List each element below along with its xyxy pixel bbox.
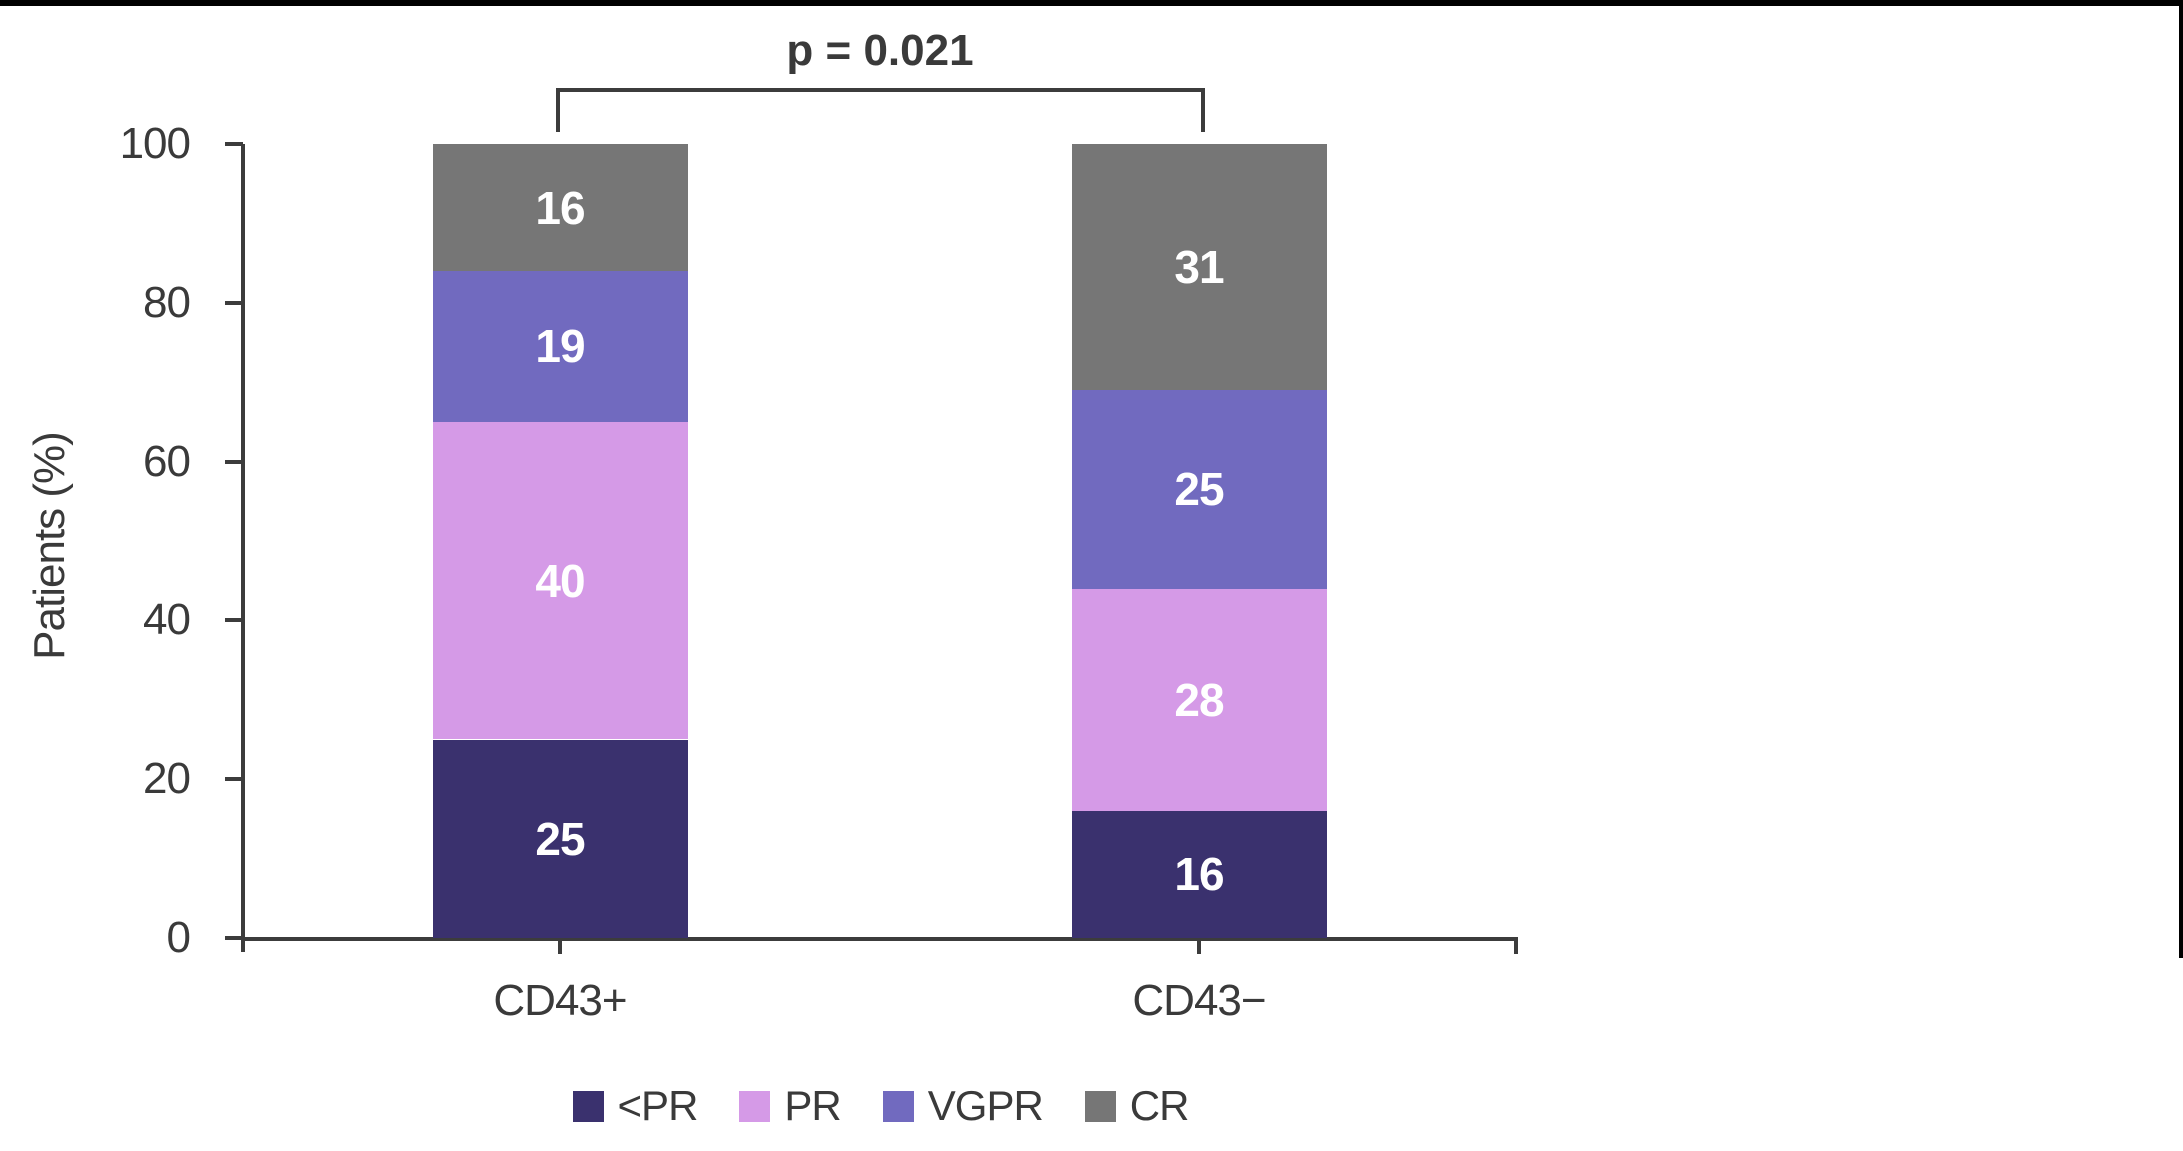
y-tick-label: 60 (143, 436, 191, 486)
significance-bracket (556, 88, 1205, 132)
y-tick-mark (225, 300, 243, 305)
p-value-label: p = 0.021 (786, 26, 974, 75)
legend-label: VGPR (927, 1082, 1044, 1129)
x-tick-mark (558, 941, 562, 954)
bar-segment-pr-2: 16 (1071, 810, 1327, 938)
legend-item: CR (1084, 1082, 1190, 1130)
segment-value-label: 40 (535, 554, 585, 607)
y-tick-mark (225, 142, 243, 146)
legend-swatch-icon (739, 1090, 771, 1122)
bar-segment-pr-1: 25 (432, 739, 688, 938)
legend-item: VGPR (882, 1082, 1044, 1130)
segment-value-label: 28 (1174, 673, 1224, 726)
segment-value-label: 25 (535, 812, 585, 865)
y-tick-mark (225, 777, 243, 782)
y-tick-mark (225, 618, 243, 623)
bar-segment-vgpr-1: 19 (432, 271, 688, 422)
segment-value-label: 25 (1174, 463, 1224, 516)
y-tick-label: 100 (119, 119, 191, 168)
x-tick-mark (1197, 941, 1201, 954)
legend-swatch-icon (1084, 1090, 1116, 1122)
y-axis-line (241, 144, 245, 952)
y-tick-mark (225, 936, 243, 940)
bar-segment-pr-1: 40 (432, 421, 688, 740)
legend-swatch-icon (572, 1090, 604, 1122)
bar-segment-cr-2: 31 (1071, 144, 1327, 391)
legend: <PR PR VGPR CR (243, 1076, 1518, 1136)
legend-swatch-icon (882, 1090, 914, 1122)
legend-label: <PR (617, 1082, 699, 1129)
legend-item: PR (739, 1082, 842, 1130)
legend-item: <PR (572, 1082, 699, 1130)
y-tick-label: 20 (143, 754, 191, 804)
top-border-bar (0, 0, 2183, 6)
legend-label: PR (784, 1082, 841, 1129)
y-tick-label: 40 (143, 595, 191, 645)
y-tick-label: 80 (143, 277, 191, 327)
bar-segment-cr-1: 16 (432, 144, 688, 272)
y-tick-mark (225, 459, 243, 464)
category-label-1: CD43+ (493, 976, 627, 1025)
category-label-2: CD43− (1132, 976, 1266, 1025)
segment-value-label: 31 (1174, 241, 1224, 294)
x-tick-mark (1514, 941, 1518, 954)
segment-value-label: 16 (1174, 848, 1224, 901)
bar-segment-vgpr-2: 25 (1071, 390, 1327, 589)
segment-value-label: 16 (535, 181, 585, 234)
x-axis-line (241, 937, 1518, 941)
bar-segment-pr-2: 28 (1071, 588, 1327, 811)
right-border-bar (2179, 0, 2183, 958)
segment-value-label: 19 (535, 320, 585, 373)
y-tick-label: 0 (166, 913, 191, 962)
legend-label: CR (1129, 1082, 1190, 1129)
